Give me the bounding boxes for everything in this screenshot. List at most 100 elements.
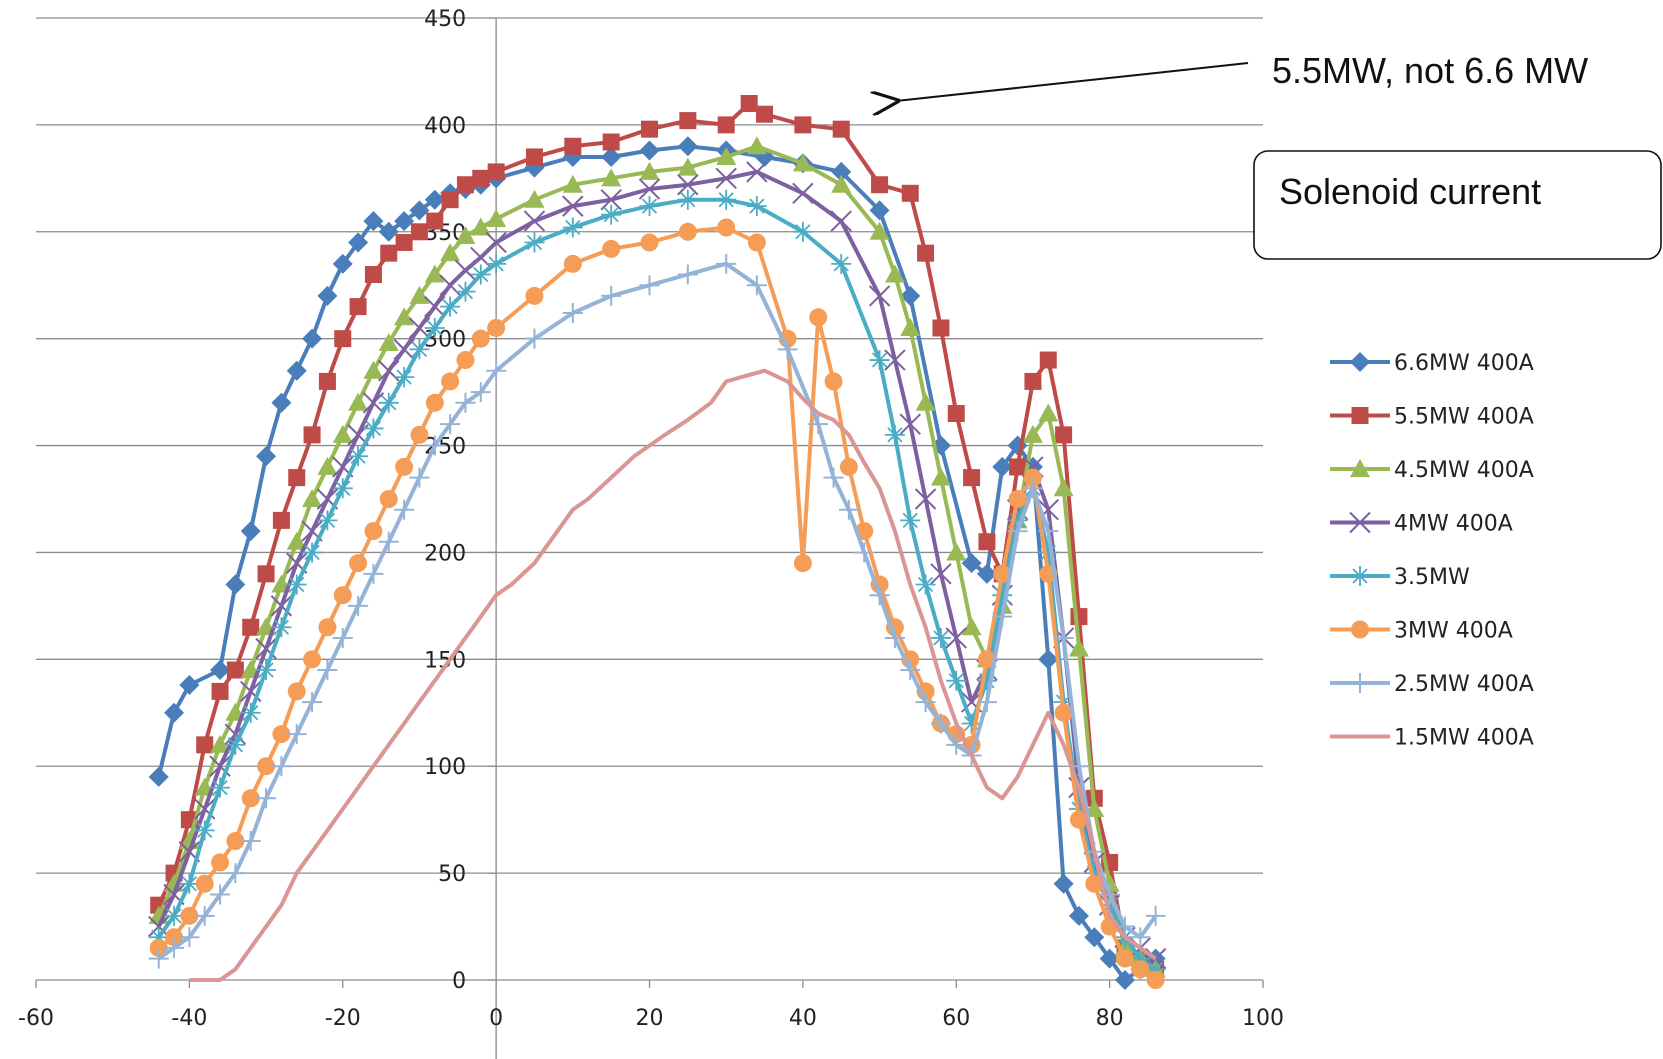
data-point [302, 542, 323, 563]
data-point [256, 788, 277, 809]
series-6 [148, 253, 1166, 969]
series-line [189, 368, 1157, 982]
data-point [963, 469, 981, 487]
data-point [486, 253, 507, 274]
data-point [148, 927, 169, 948]
data-point [831, 253, 852, 274]
data-point [639, 275, 660, 296]
data-point [1053, 873, 1074, 894]
data-point [868, 285, 891, 307]
data-point [303, 650, 322, 669]
data-point [1145, 905, 1166, 926]
data-point [409, 339, 430, 360]
data-point [1085, 874, 1104, 893]
data-point [378, 221, 399, 242]
data-point [441, 372, 460, 391]
data-point [823, 467, 844, 488]
data-point [395, 233, 413, 251]
data-point [831, 161, 852, 182]
data-point [639, 196, 660, 217]
data-point [487, 163, 505, 181]
data-point [946, 542, 967, 561]
data-point [317, 456, 338, 475]
data-point [302, 328, 323, 349]
data-point [1351, 620, 1369, 639]
data-point [408, 317, 431, 339]
data-point [884, 424, 905, 445]
legend-label: 5.5MW 400A [1394, 405, 1534, 430]
data-point [977, 650, 996, 669]
data-point [900, 285, 921, 306]
data-point [677, 174, 699, 196]
data-point [830, 210, 852, 232]
data-point [164, 905, 185, 926]
data-point [164, 873, 185, 892]
data-point [717, 218, 736, 237]
data-point [746, 161, 768, 183]
data-point [286, 360, 307, 381]
data-point [602, 133, 620, 151]
data-point [487, 318, 506, 337]
data-point [257, 565, 275, 583]
legend-entry: 2.5MW 400A [1330, 672, 1534, 697]
data-point [440, 296, 461, 317]
legend-label: 1.5MW 400A [1394, 726, 1534, 751]
data-point [394, 211, 415, 232]
legend-entry: 3.5MW [1330, 565, 1470, 590]
data-point [334, 330, 352, 348]
series-2 [148, 136, 1166, 978]
data-point [380, 244, 398, 262]
data-point [470, 264, 491, 285]
data-point [1038, 521, 1059, 542]
data-point [409, 285, 430, 304]
data-point [992, 606, 1013, 627]
series-line [157, 261, 1158, 961]
data-point [899, 413, 921, 435]
data-point [332, 478, 353, 499]
data-point [194, 820, 215, 841]
data-point [715, 167, 737, 190]
data-point [1039, 351, 1057, 369]
data-point [225, 863, 246, 884]
data-point [211, 682, 229, 700]
data-point [946, 734, 967, 755]
data-point [455, 392, 476, 413]
data-point [524, 232, 545, 253]
data-point [756, 105, 774, 123]
data-point [1131, 960, 1150, 979]
data-point [901, 184, 919, 202]
data-point [525, 286, 544, 305]
data-point [363, 418, 384, 439]
data-point [332, 424, 353, 443]
data-point [424, 295, 446, 318]
data-point [363, 211, 384, 232]
data-point [394, 367, 415, 388]
data-point [363, 563, 384, 584]
data-point [470, 382, 491, 403]
data-point [363, 360, 384, 379]
data-point [562, 217, 583, 238]
data-point [349, 298, 367, 316]
data-point [472, 169, 490, 187]
data-point [523, 210, 546, 232]
data-point [1349, 511, 1371, 534]
data-point [286, 574, 307, 595]
data-point [824, 372, 843, 391]
data-point [240, 521, 261, 542]
data-point [524, 328, 545, 349]
data-point [1351, 407, 1369, 424]
data-point [317, 285, 338, 306]
x-tick-label: 0 [489, 1006, 503, 1031]
data-point [1130, 927, 1151, 948]
legend-label: 6.6MW 400A [1394, 351, 1534, 376]
data-point [1070, 608, 1088, 626]
data-point [1099, 948, 1120, 969]
data-point [256, 660, 277, 681]
data-point [1084, 927, 1105, 948]
data-point [1009, 458, 1027, 476]
x-tick-label: 40 [789, 1006, 817, 1031]
data-point [441, 191, 459, 209]
data-point [195, 874, 214, 893]
data-point [1146, 971, 1165, 989]
data-point [914, 488, 937, 510]
